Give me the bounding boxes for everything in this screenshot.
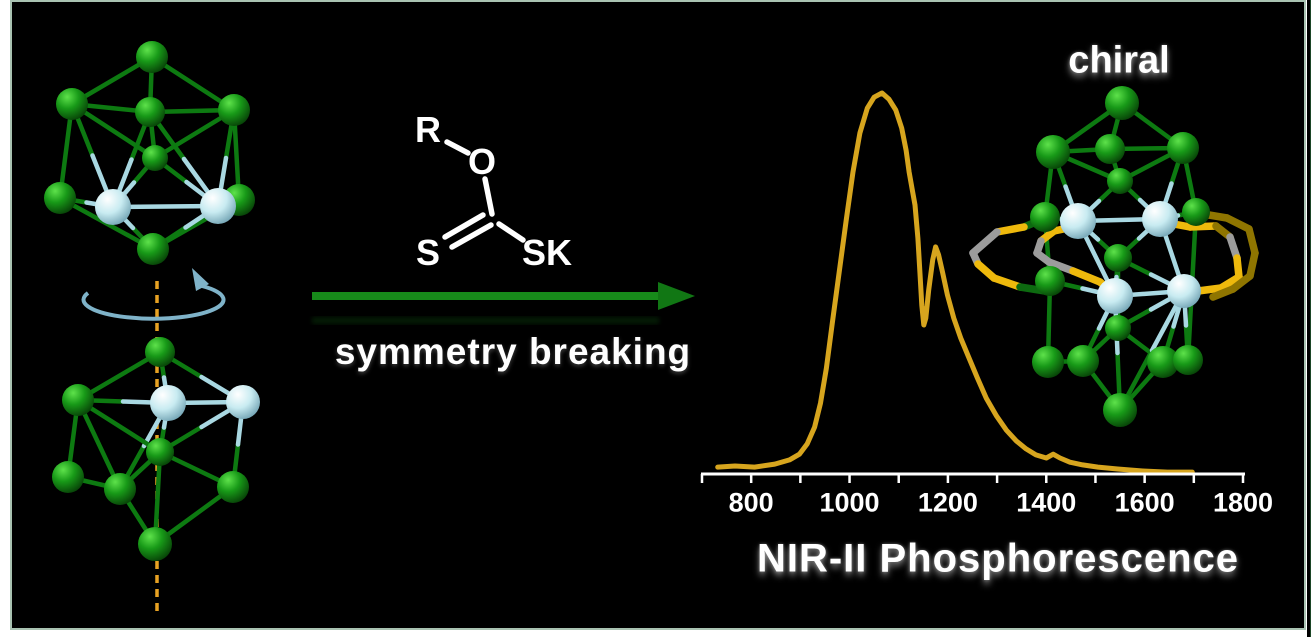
product-chirality-label: chiral (1068, 39, 1170, 82)
page-edge-strip (1307, 0, 1311, 637)
spectrum-title: NIR-II Phosphorescence (756, 536, 1240, 581)
figure-panel (10, 0, 1306, 630)
x-tick-label: 1200 (917, 487, 978, 518)
x-tick-label: 1800 (1212, 487, 1274, 518)
reagent-sulfur-label: S (415, 232, 441, 273)
reagent-sk-label: SK (521, 232, 573, 273)
reagent-oxygen-label: O (467, 141, 497, 182)
x-tick-label: 800 (728, 487, 774, 518)
x-tick-label: 1000 (819, 487, 880, 518)
x-tick-label: 1600 (1114, 487, 1175, 518)
reagent-r-group-label: R (415, 109, 441, 150)
reaction-condition-label: symmetry breaking (334, 331, 692, 372)
x-tick-label: 1400 (1016, 487, 1077, 518)
